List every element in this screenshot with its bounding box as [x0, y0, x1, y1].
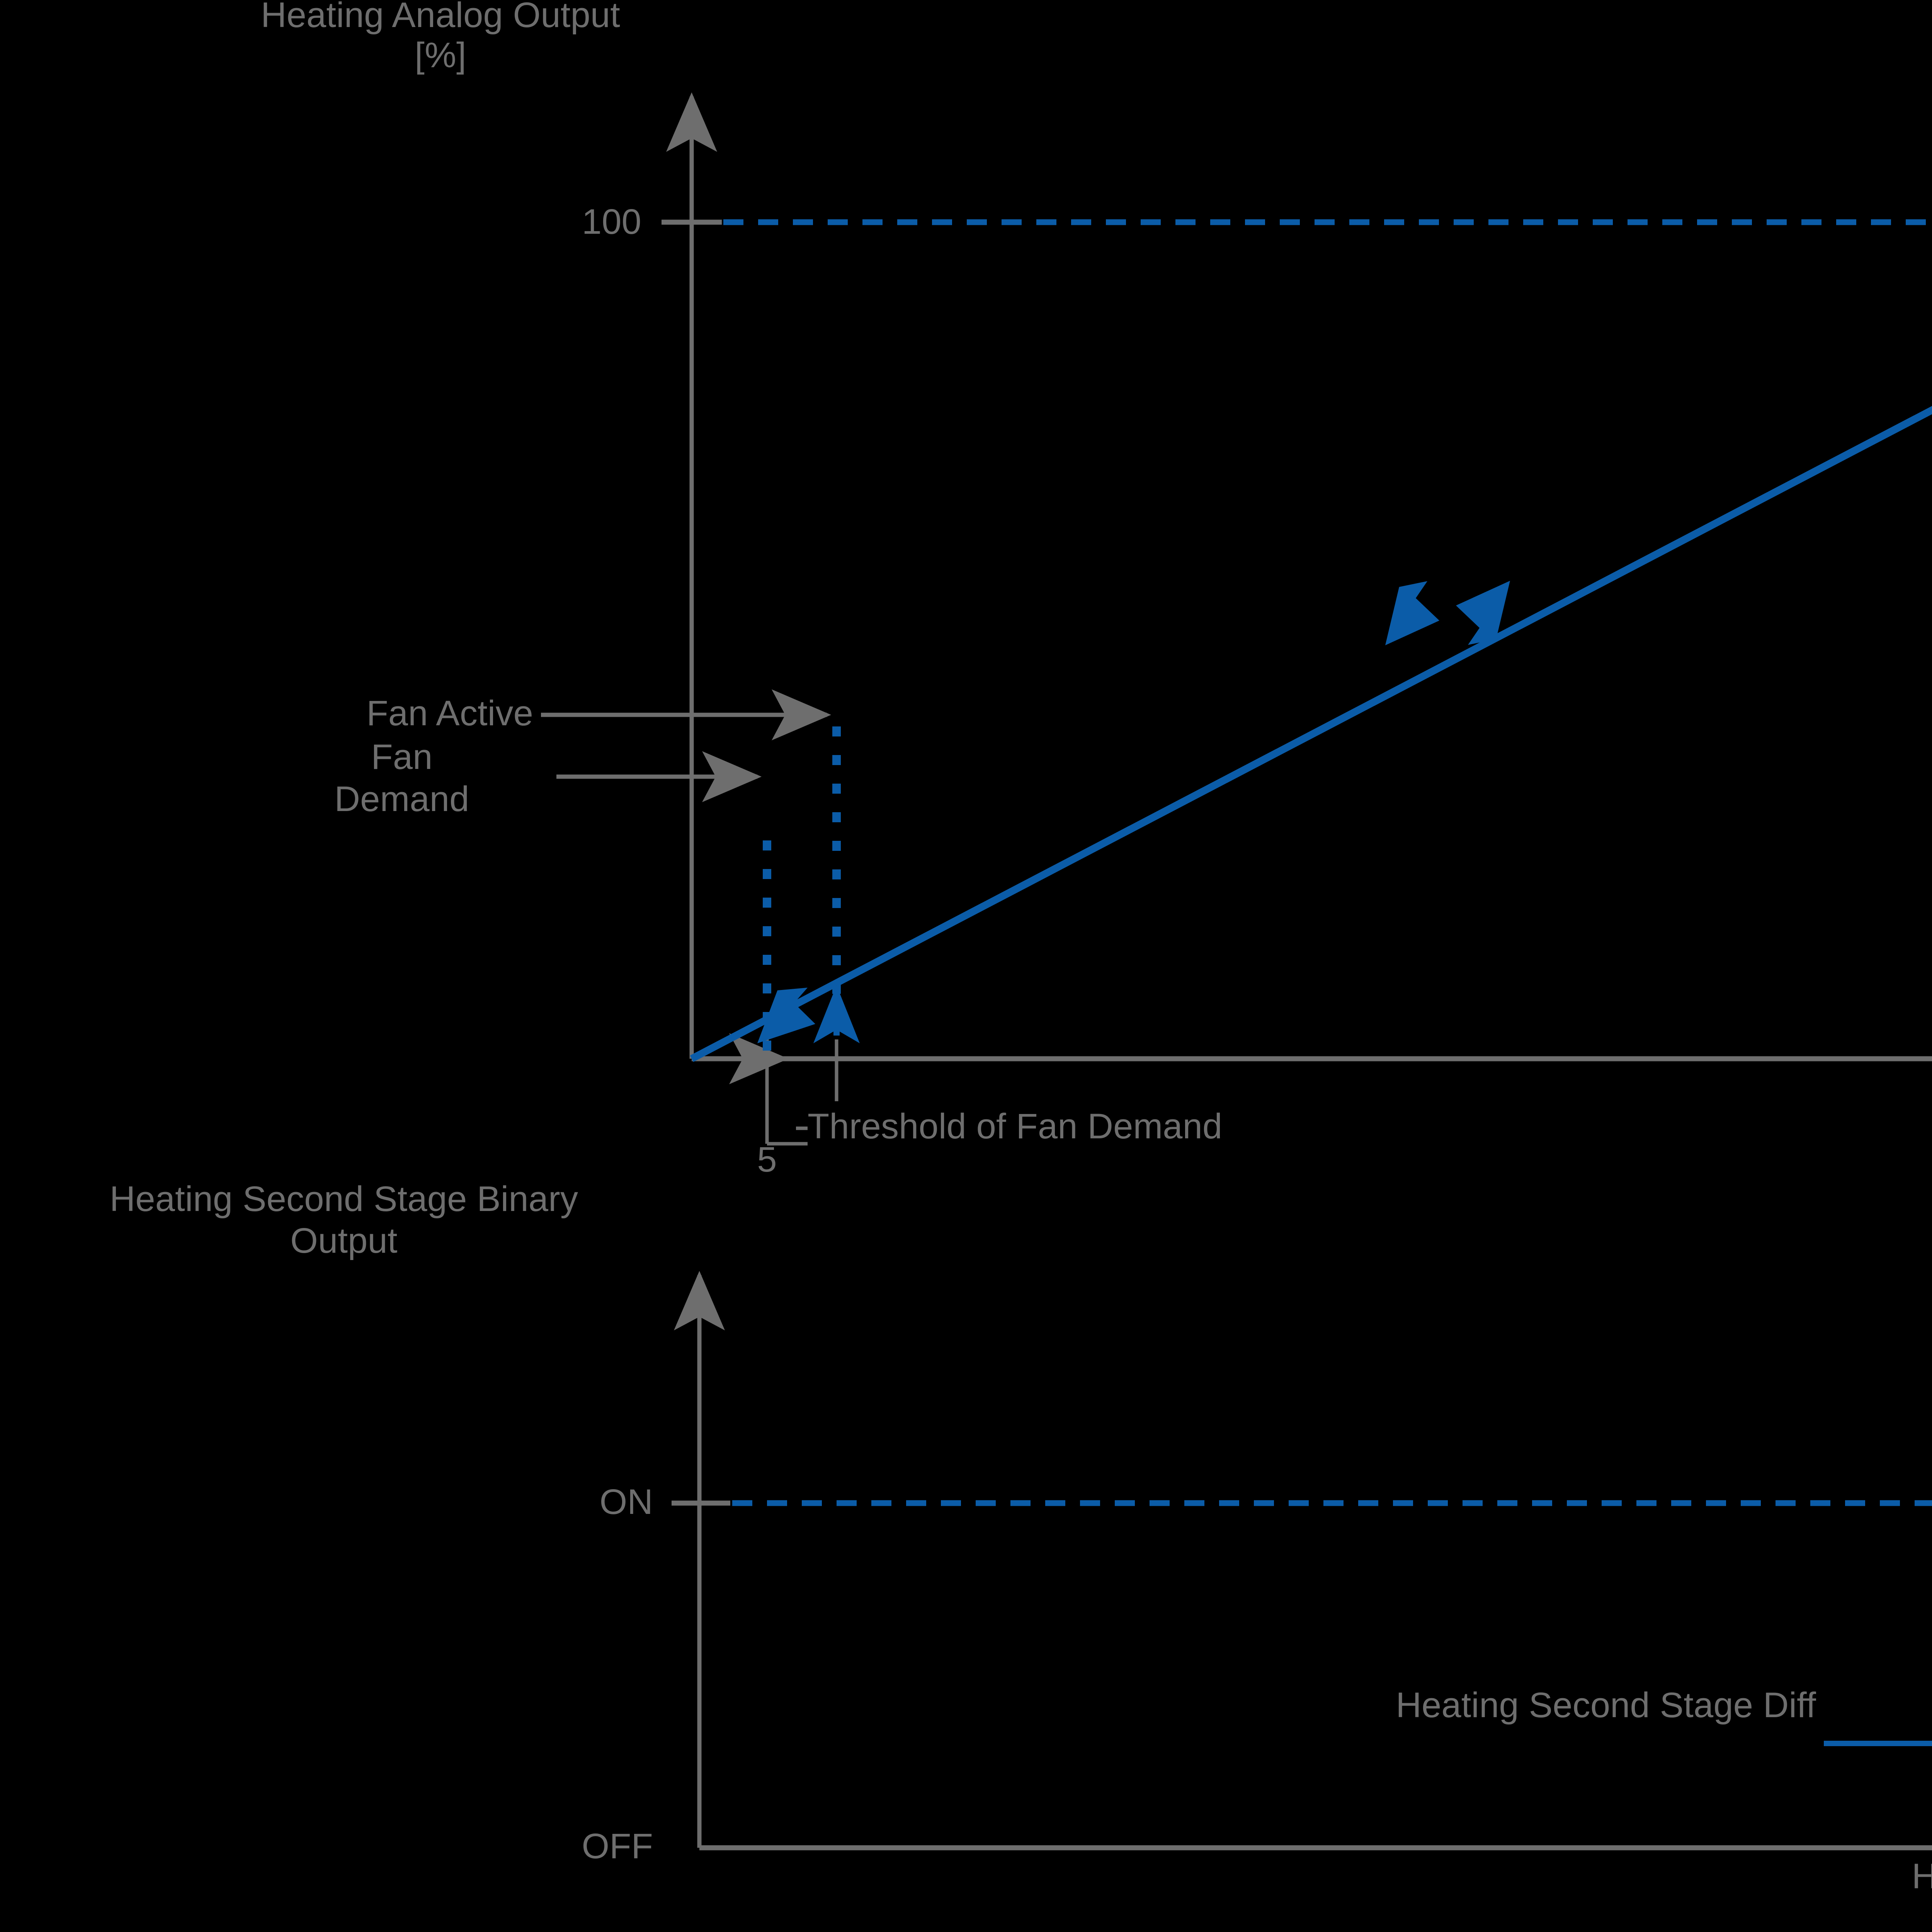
label-threshold-of-fan-demand: Threshold of Fan Demand: [808, 1107, 1223, 1146]
bottom-chart-x-axis-label-line2: Threshold: [1577, 1898, 1932, 1932]
bottom-chart-axes: [672, 1271, 1932, 1850]
top-chart-title-line1: Heating Analog Output: [261, 0, 620, 35]
bottom-chart-y-tick-on: ON: [599, 1482, 653, 1522]
label-fan-demand-line1: Fan: [371, 737, 433, 777]
top-chart-title-line2: [%]: [415, 36, 466, 75]
label-fan-active: Fan Active: [366, 694, 533, 733]
bottom-chart-y-tick-off: OFF: [582, 1827, 653, 1866]
top-chart-series: [690, 219, 1932, 1062]
top-chart-x-tick-5: 5: [757, 1140, 777, 1179]
bottom-chart-x-axis-label-line1: Heating Second Stage: [1912, 1857, 1932, 1896]
label-fan-demand-line2: Demand: [334, 779, 469, 819]
bottom-chart-title-line2: Output: [290, 1221, 398, 1260]
bottom-chart-title-line1: Heating Second Stage Binary: [109, 1179, 578, 1219]
bottom-chart-series: [732, 1500, 1932, 1746]
label-heating-second-stage-diff-left: Heating Second Stage Diff: [1396, 1685, 1816, 1725]
top-chart-axes: [662, 92, 1932, 1146]
top-chart-leaders: [541, 689, 831, 1130]
top-chart-y-tick-100: 100: [582, 202, 641, 242]
